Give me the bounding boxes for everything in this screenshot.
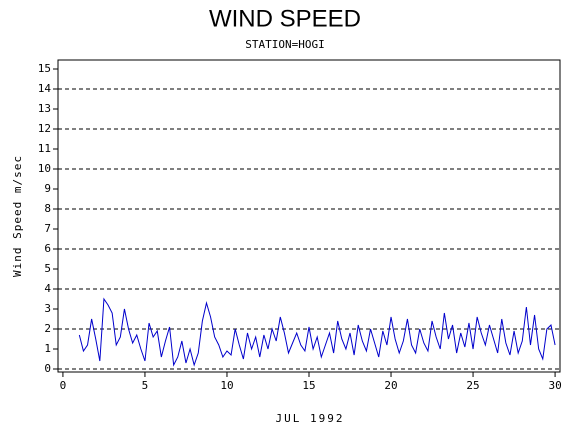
x-tick-label: 15: [302, 379, 315, 392]
y-tick-label: 14: [38, 82, 52, 95]
y-tick-label: 2: [44, 322, 51, 335]
x-tick-label: 20: [384, 379, 397, 392]
x-tick-label: 0: [60, 379, 67, 392]
x-tick-label: 25: [466, 379, 479, 392]
y-tick-label: 10: [38, 162, 51, 175]
y-tick-label: 9: [44, 182, 51, 195]
x-axis-label: JUL 1992: [276, 412, 345, 425]
y-tick-label: 12: [38, 122, 51, 135]
chart-subtitle: STATION=HOGI: [245, 38, 324, 51]
y-axis-label: Wind Speed m/sec: [11, 155, 24, 277]
y-tick-label: 8: [44, 202, 51, 215]
plot-frame: [57, 59, 561, 373]
series-line: [78, 297, 556, 367]
y-tick-label: 4: [44, 282, 51, 295]
y-tick-label: 1: [44, 342, 51, 355]
y-tick-label: 3: [44, 302, 51, 315]
y-tick-label: 11: [38, 142, 51, 155]
y-tick-label: 6: [44, 242, 51, 255]
x-tick-label: 30: [548, 379, 561, 392]
y-tick-label: 7: [44, 222, 51, 235]
x-tick-label: 5: [142, 379, 149, 392]
x-tick-label: 10: [220, 379, 233, 392]
y-tick-label: 15: [38, 62, 51, 75]
y-tick-label: 0: [44, 362, 51, 375]
y-tick-label: 13: [38, 102, 51, 115]
chart-title: WIND SPEED: [209, 5, 361, 32]
y-tick-label: 5: [44, 262, 51, 275]
